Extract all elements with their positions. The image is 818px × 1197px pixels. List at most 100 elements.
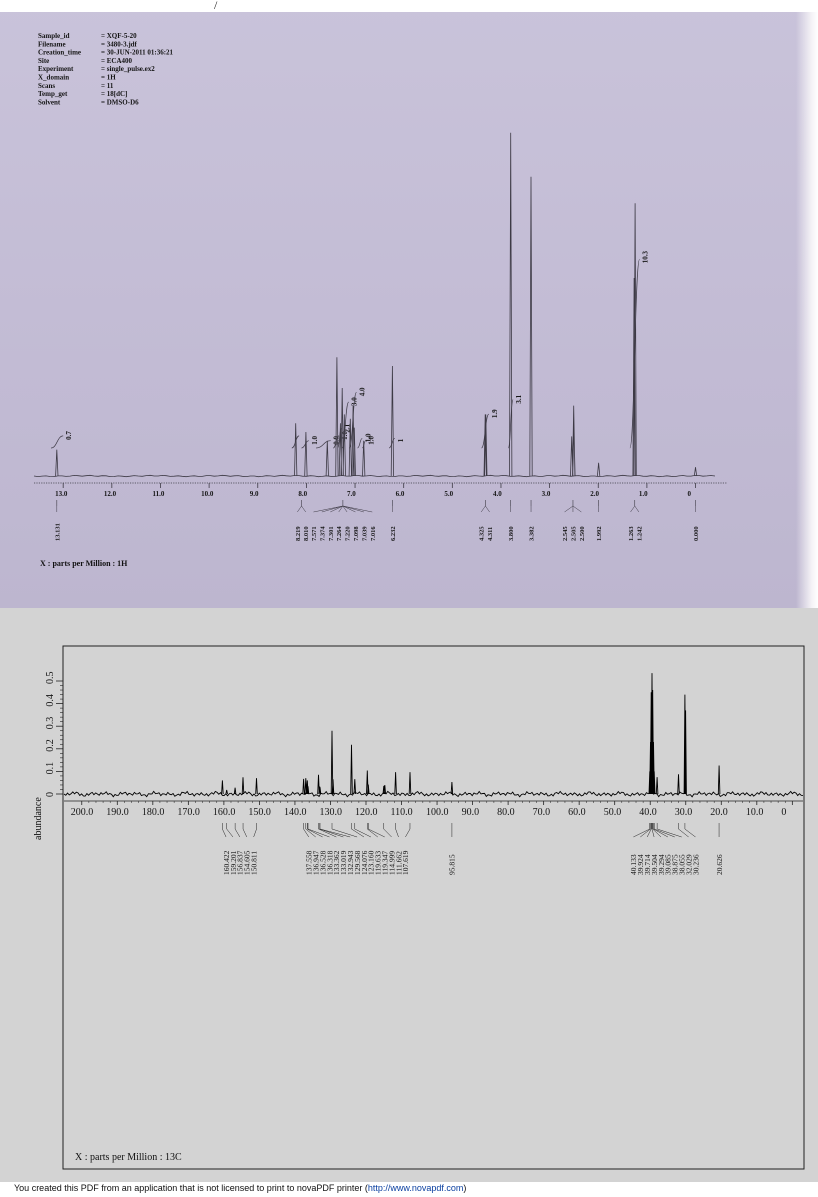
label-leader: [367, 828, 378, 838]
label-leader: [242, 828, 247, 838]
peak-shift-label: 7.571: [311, 526, 318, 541]
peak-shift-label: 1.263: [628, 526, 635, 541]
y-tick-label: 0.1: [45, 762, 56, 775]
peak-shift-label: 39.504: [650, 854, 659, 875]
peak-shift-label: 39.085: [664, 854, 673, 875]
x-tick-label: 200.0: [71, 807, 94, 818]
peak-shift-label: 159.201: [229, 850, 238, 875]
peak-shift-label: 7.301: [328, 526, 335, 541]
axis-tick-label: 10.0: [201, 490, 214, 498]
x-tick-label: 110.0: [391, 807, 413, 818]
label-leader: [318, 828, 337, 838]
label-leader: [321, 505, 343, 513]
integral-curves: 0.71.0 0.91.02.13.04.01.01.0 11.93.110.3: [50, 250, 650, 449]
label-leader: [303, 828, 310, 838]
peak-shift-label: 2.545: [562, 526, 569, 541]
label-leader: [653, 828, 669, 838]
param-value: = single_pulse.ex2: [101, 65, 155, 73]
label-leader: [678, 828, 689, 838]
label-leader: [342, 505, 356, 513]
peak-shift-label: 129.568: [353, 850, 362, 875]
peak-shift-label: 1.242: [636, 526, 643, 541]
param-key: Scans: [38, 82, 55, 90]
label-leader: [395, 828, 399, 838]
peak-shift-label: 4.325: [479, 526, 486, 541]
y-tick-label: 0.2: [45, 739, 56, 752]
label-leader: [313, 505, 343, 513]
peak-shift-label: 95.815: [448, 854, 457, 875]
peak-shift-label: 111.662: [394, 851, 403, 875]
param-key: Site: [38, 57, 49, 65]
label-leader: [226, 828, 234, 838]
peak-shift-label: 3.382: [529, 526, 536, 541]
footer-link[interactable]: http://www.novapdf.com: [367, 1183, 464, 1193]
footer-close: ): [463, 1183, 467, 1193]
label-leader: [338, 505, 344, 513]
integral-value: 1.0: [364, 433, 372, 442]
integral-value: 2.1: [343, 423, 351, 432]
axis-tick-label: 0: [688, 490, 692, 498]
label-leader: [634, 505, 640, 513]
label-leader: [646, 828, 652, 838]
label-leader: [354, 828, 372, 838]
label-leader: [652, 828, 662, 838]
label-leader: [253, 828, 257, 838]
integral-value: 1.9: [491, 409, 499, 418]
label-leader: [640, 828, 651, 838]
label-leader: [630, 505, 635, 513]
label-leader: [651, 828, 655, 838]
axis-tick-label: 2.0: [590, 490, 599, 498]
peak-shift-label: 136.528: [318, 850, 327, 875]
integral-value: 3.1: [515, 394, 523, 403]
x-tick-label: 80.0: [497, 807, 515, 818]
carbon-ppm-axis: 200.0 190.0 180.0 170.0 160.0 150.0 140.0 130.0…: [64, 800, 803, 818]
peak-shift-label: 133.362: [332, 850, 341, 875]
peak-shift-label: 114.999: [387, 851, 396, 875]
label-leader: [351, 828, 365, 838]
peak-shift-label: 2.505: [571, 526, 578, 541]
label-leader: [684, 828, 696, 838]
x-tick-label: 20.0: [710, 807, 728, 818]
peak-shift-label: 32.029: [684, 854, 693, 875]
peak-shift-label: 7.039: [361, 526, 368, 541]
label-leader: [297, 505, 302, 513]
peak-shift-label: 6.232: [390, 526, 397, 541]
peak-shift-label: 154.605: [243, 850, 252, 875]
x-tick-label: 70.0: [533, 807, 551, 818]
label-leader: [319, 828, 344, 838]
x-tick-label: 180.0: [142, 807, 165, 818]
label-leader: [405, 828, 411, 838]
proton-peak-labels: 13.131 8.219 8.010 7.571 7.374 7.301 7.264 7.22…: [54, 500, 700, 541]
x-tick-label: 90.0: [462, 807, 480, 818]
peak-shift-label: 2.500: [579, 526, 586, 541]
label-leader: [330, 505, 343, 513]
param-value: = ECA400: [101, 57, 133, 65]
proton-axis-label: X : parts per Million : 1H: [40, 559, 128, 568]
axis-tick-label: 4.0: [493, 490, 502, 498]
param-key: Sample_id: [38, 32, 70, 40]
peak-shift-label: 136.318: [325, 850, 334, 875]
peak-shift-label: 1.992: [596, 526, 603, 541]
axis-tick-label: 13.0: [55, 490, 68, 498]
label-leader: [342, 505, 348, 513]
x-tick-label: 50.0: [604, 807, 622, 818]
integral-value: 1.0: [368, 435, 376, 444]
peak-shift-label: 13.131: [54, 523, 61, 541]
param-value: = 11: [101, 82, 114, 90]
axis-tick-label: 9.0: [250, 490, 259, 498]
param-key: X_domain: [38, 74, 69, 82]
label-leader: [654, 828, 675, 838]
x-tick-label: 0: [781, 807, 786, 818]
axis-tick-label: 11.0: [152, 490, 164, 498]
peak-shift-label: 124.076: [360, 850, 369, 875]
x-tick-label: 100.0: [426, 807, 449, 818]
peak-shift-label: 123.160: [367, 850, 376, 875]
axis-tick-label: 6.0: [396, 490, 405, 498]
param-value: = XQF-5-20: [101, 32, 137, 40]
peak-shift-label: 132.943: [346, 850, 355, 875]
peak-shift-label: 107.619: [401, 850, 410, 875]
integral-curve: [50, 435, 64, 449]
axis-tick-label: 12.0: [104, 490, 117, 498]
param-value: = 3480-3.jdf: [101, 40, 138, 48]
x-tick-label: 40.0: [639, 807, 657, 818]
